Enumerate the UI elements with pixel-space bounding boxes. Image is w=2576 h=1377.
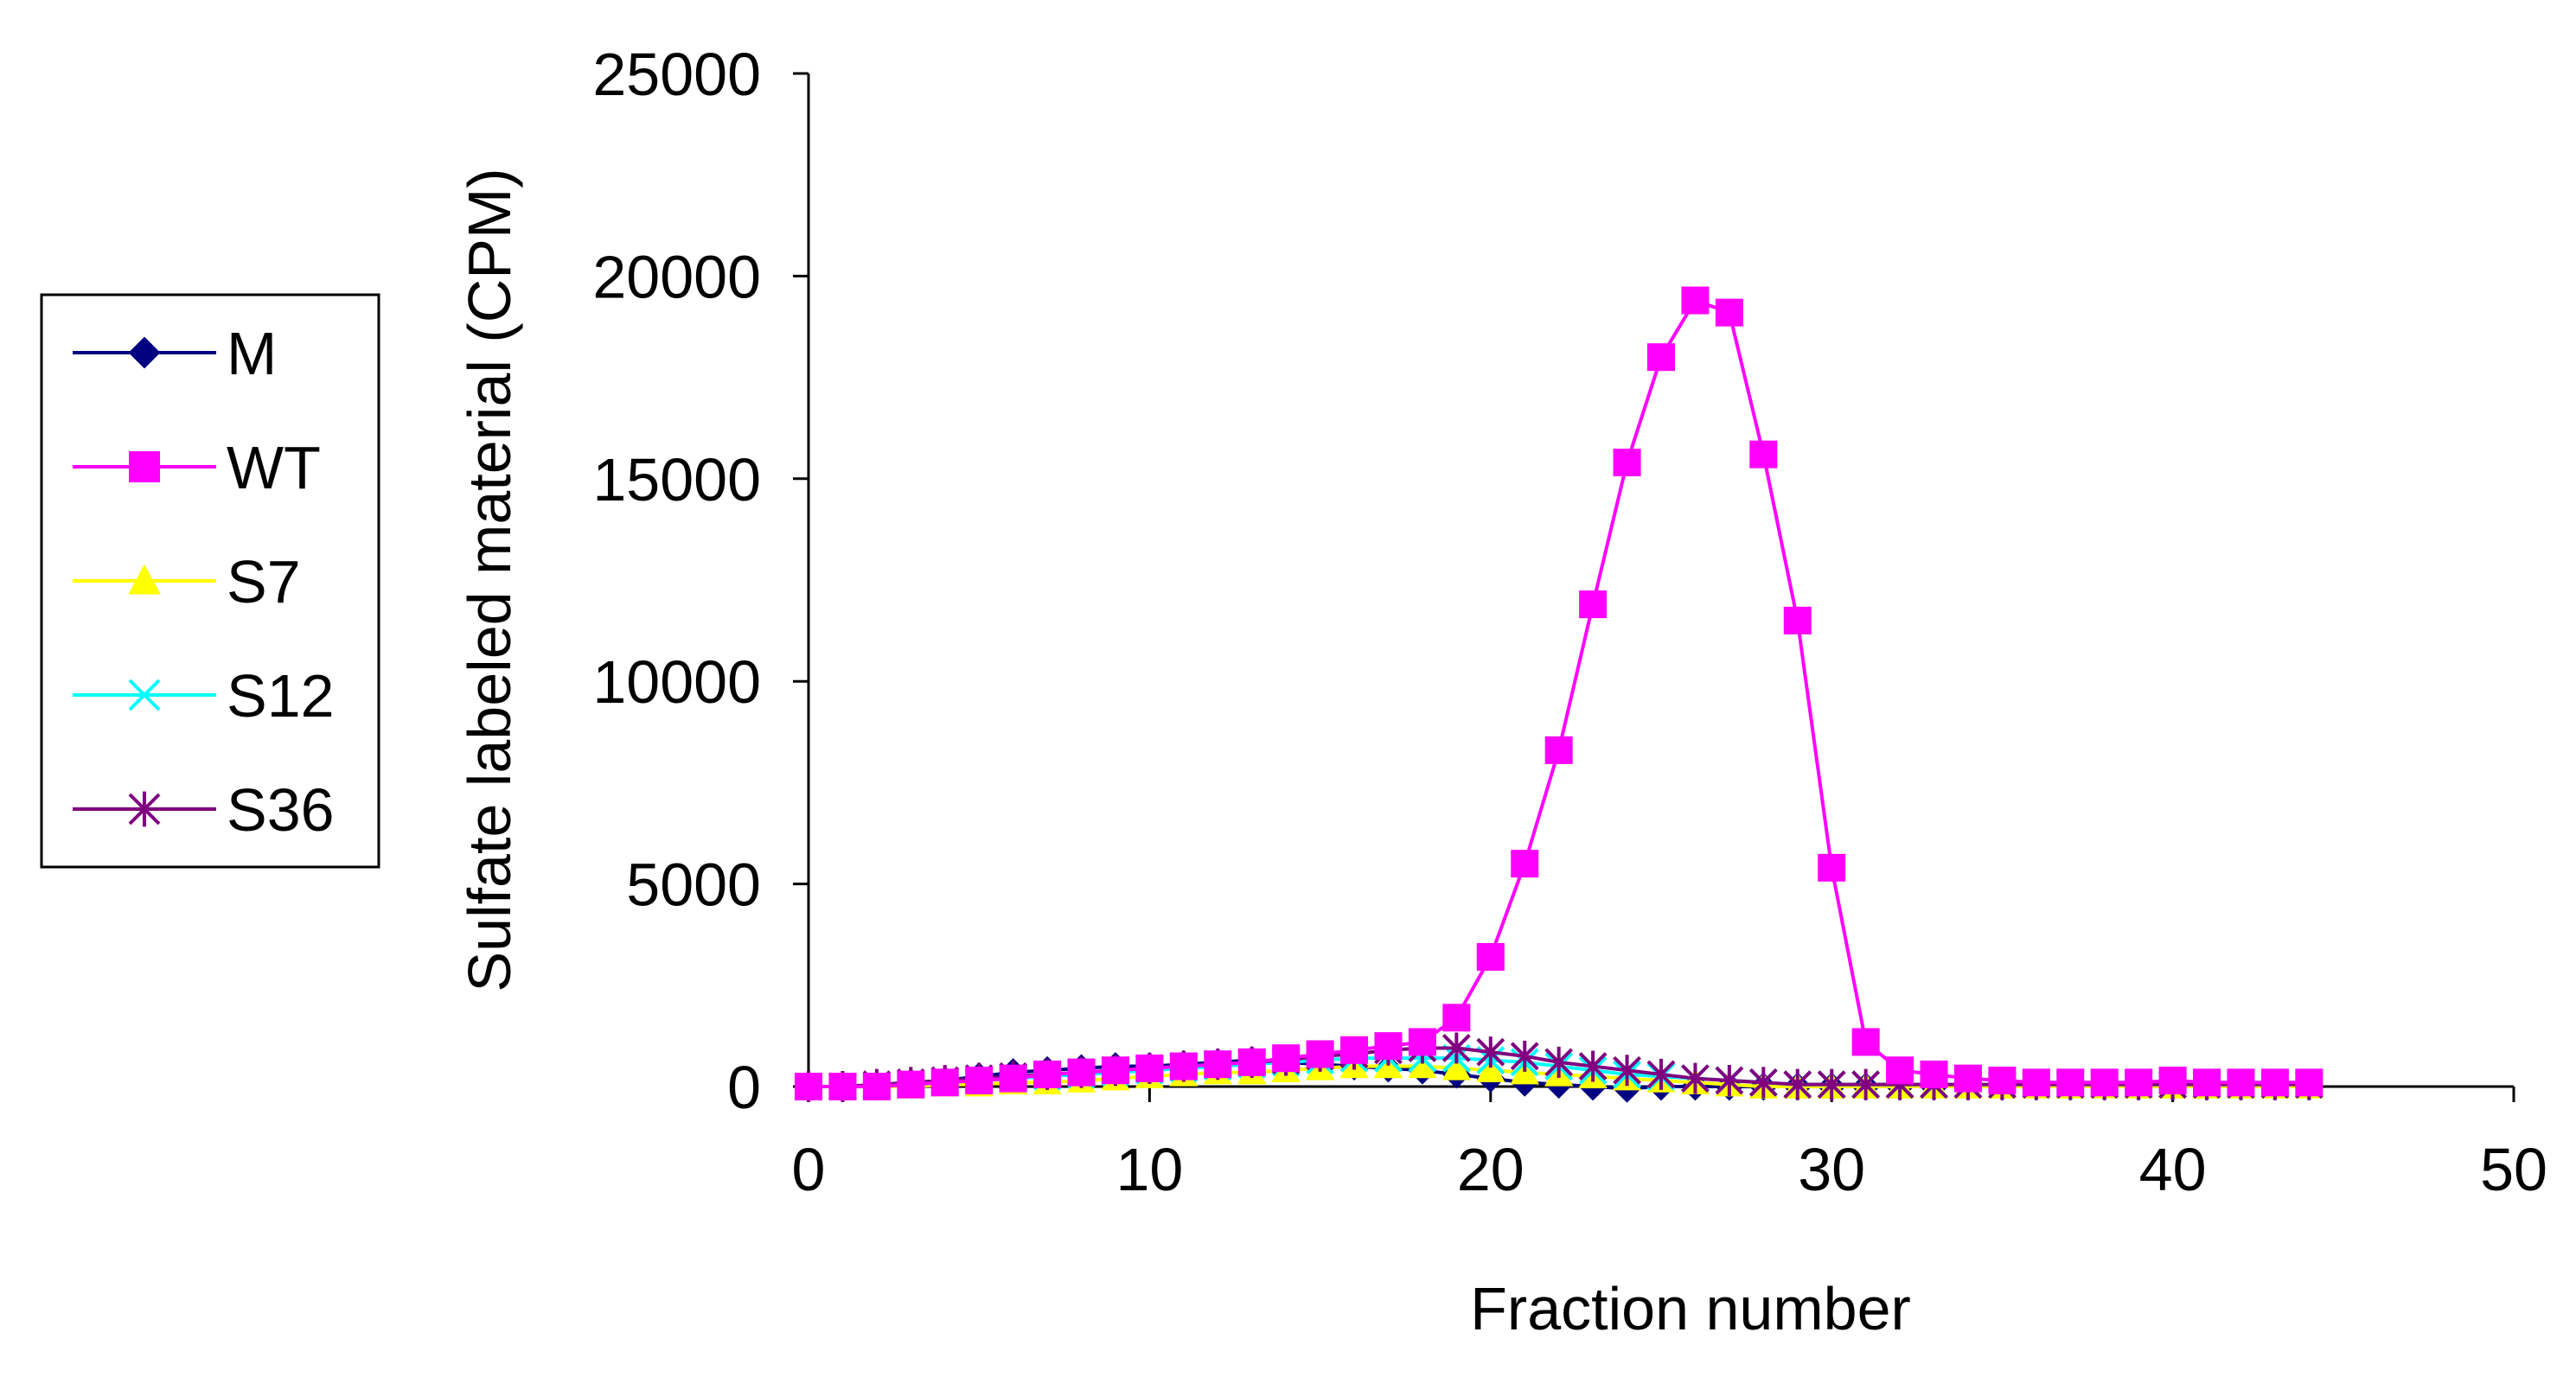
data-point-WT [1920,1060,1948,1088]
data-point-S7 [1441,1053,1472,1081]
data-point-S36 [1851,1068,1881,1100]
series-group [794,286,2324,1103]
data-point-WT [2022,1068,2050,1097]
data-point-S36 [1783,1068,1812,1100]
data-point-WT [1135,1054,1164,1082]
data-point-S36 [1613,1055,1641,1087]
plot-area: 0 5000 10000 15000 20000 25000 0 10 20 30 40 50 [592,41,2547,1203]
data-point-WT [1169,1052,1198,1081]
series-WT [795,286,2324,1100]
data-point-WT [2193,1068,2221,1097]
legend-item-S12: S12 [73,662,335,730]
data-point-WT [828,1073,857,1100]
data-point-S36 [1441,1032,1471,1064]
x-tick-label: 10 [1115,1136,1183,1203]
data-point-WT [1101,1056,1129,1085]
x-tick-label: 40 [2139,1136,2207,1203]
y-tick-label: 15000 [592,446,761,513]
data-point-WT [2125,1068,2153,1097]
data-point-WT [1306,1040,1334,1068]
data-point-WT [1544,736,1573,764]
data-point-WT [1783,606,1812,634]
x-axis-title: Fraction number [1470,1275,1911,1342]
data-point-WT [1715,298,1743,327]
legend-item-M: M [73,320,277,387]
legend-label: WT [227,434,321,501]
data-point-S7 [1476,1055,1505,1082]
data-point-S36 [1646,1058,1676,1090]
data-point-WT [1204,1050,1232,1079]
data-point-WT [1067,1058,1096,1087]
data-point-WT [1033,1060,1062,1088]
data-point-WT [1340,1036,1369,1064]
data-point-WT [1851,1028,1880,1056]
legend-marker [128,791,161,827]
legend-label: S36 [227,776,335,844]
data-point-S36 [1544,1046,1574,1078]
data-point-S36 [1578,1050,1608,1082]
data-point-WT [1749,440,1778,469]
data-point-WT [1886,1056,1914,1085]
legend-item-WT: WT [73,434,321,501]
x-tick-label: 50 [2480,1136,2547,1203]
x-tick-label: 20 [1457,1136,1525,1203]
data-point-WT [965,1066,994,1094]
data-point-WT [2295,1068,2324,1097]
legend-marker [128,336,161,369]
legend-label: S12 [227,662,335,730]
data-point-WT [1511,850,1539,878]
y-ticks: 0 5000 10000 15000 20000 25000 [592,41,809,1121]
data-point-WT [1272,1044,1301,1073]
data-point-WT [795,1073,822,1100]
x-tick-label: 0 [792,1136,826,1203]
series-line-WT [809,298,2310,1088]
y-tick-label: 20000 [592,243,761,310]
data-point-WT [1613,449,1641,477]
data-point-WT [1237,1048,1266,1076]
y-axis-title: Sulfate labeled material (CPM) [456,168,523,991]
legend-marker [128,564,161,595]
y-tick-label: 10000 [592,648,761,716]
data-point-WT [897,1070,925,1099]
data-point-WT [1408,1028,1436,1056]
data-point-WT [1374,1032,1403,1061]
data-point-WT [1647,343,1675,372]
data-point-WT [1953,1064,1982,1093]
legend-marker [128,679,161,711]
data-point-WT [1579,590,1608,619]
y-tick-label: 0 [727,1054,761,1121]
data-point-S36 [1748,1067,1778,1099]
data-point-S36 [1715,1064,1744,1096]
legend: M WT S7 S12 S36 [40,293,380,869]
data-point-WT [1818,853,1846,882]
legend-label: M [227,320,277,387]
legend-item-S36: S36 [73,776,335,844]
data-point-WT [2090,1068,2119,1097]
legend-label: S7 [227,548,301,615]
data-point-WT [1476,942,1505,971]
x-tick-label: 30 [1798,1136,1865,1203]
data-point-WT [2056,1068,2085,1097]
data-point-WT [2227,1068,2255,1097]
x-ticks: 0 10 20 30 40 50 [792,1087,2547,1203]
data-point-WT [862,1073,891,1100]
y-tick-label: 5000 [626,851,761,919]
legend-item-S7: S7 [73,548,301,615]
data-point-WT [2158,1066,2187,1094]
data-point-WT [1681,286,1710,315]
data-point-S36 [1681,1062,1710,1094]
data-point-S36 [1817,1068,1846,1100]
data-point-S36 [1476,1036,1505,1068]
data-point-WT [2260,1068,2289,1097]
legend-items: M WT S7 S12 S36 [73,320,335,844]
data-point-WT [1442,1004,1471,1032]
data-point-WT [1988,1066,2017,1094]
data-point-S36 [1510,1040,1539,1072]
legend-marker [129,451,160,482]
data-point-WT [930,1068,959,1097]
data-point-WT [999,1064,1027,1093]
y-tick-label: 25000 [592,41,761,108]
